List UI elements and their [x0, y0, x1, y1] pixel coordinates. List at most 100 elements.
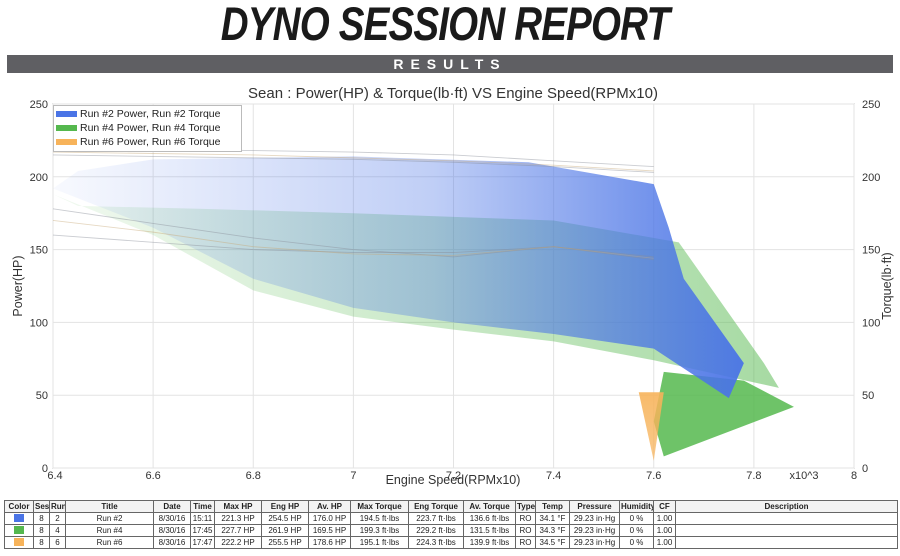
column-header: Av. Torque	[463, 500, 516, 513]
x-tick-label: 7.4	[546, 470, 561, 482]
color-swatch-cell	[4, 536, 34, 549]
x-tick-label: 7.6	[646, 470, 661, 482]
column-header: Av. HP	[308, 500, 351, 513]
table-cell: RO	[515, 536, 536, 549]
column-header: Description	[675, 500, 898, 513]
y-tick-label-right: 0	[862, 463, 868, 475]
table-cell: 139.9 ft·lbs	[463, 536, 516, 549]
x-tick-labels: 6.4 6.6 6.8 7 7.2 7.4 7.6 7.8 8	[47, 470, 857, 482]
y-tick-label-left: 0	[42, 463, 48, 475]
column-header: Pressure	[569, 500, 620, 513]
table-cell: 176.0 HP	[308, 512, 351, 525]
table-cell: 195.1 ft·lbs	[350, 536, 409, 549]
table-cell: 17:45	[190, 524, 215, 537]
table-row: 8 6 Run #6 8/30/16 17:47 222.2 HP 255.5 HP 178.…	[4, 536, 898, 549]
table-cell: 221.3 HP	[214, 512, 262, 525]
table-cell: 255.5 HP	[261, 536, 309, 549]
column-header: Max HP	[214, 500, 262, 513]
table-cell: 136.6 ft·lbs	[463, 512, 516, 525]
series-line-power-run2	[52, 208, 654, 261]
x-tick-label: 7	[350, 470, 356, 482]
table-cell	[675, 512, 898, 525]
y-axis-label-right: Torque(lb·ft)	[880, 252, 894, 319]
series-ribbon-run2	[53, 156, 744, 399]
table-cell: 0 %	[619, 524, 654, 537]
color-swatch-cell	[4, 512, 34, 525]
table-cell: 8/30/16	[153, 524, 191, 537]
column-header: CF	[653, 500, 676, 513]
column-header: Eng HP	[261, 500, 309, 513]
table-cell: 17:47	[190, 536, 215, 549]
table-cell: 227.7 HP	[214, 524, 262, 537]
report-title: DYNO SESSION REPORT	[220, 0, 670, 50]
table-cell: 0 %	[619, 536, 654, 549]
table-cell: 34.1 °F	[535, 512, 570, 525]
chart-series-shapes	[53, 156, 794, 461]
series-ribbon-run6-tail	[638, 392, 664, 461]
y-tick-label-right: 200	[862, 172, 880, 184]
series-line-torque-run2	[52, 154, 654, 173]
results-section-header: RESULTS	[7, 55, 893, 73]
y-tick-label-right: 100	[862, 317, 880, 329]
table-cell: 199.3 ft·lbs	[350, 524, 409, 537]
table-cell: 29.23 in·Hg	[569, 512, 620, 525]
y-tick-labels: 0 0 50 50 100 100 150 150 200 200 250 250	[30, 99, 881, 475]
y-tick-label-left: 100	[30, 317, 48, 329]
chart-legend: Run #2 Power, Run #2 Torque Run #4 Power…	[53, 105, 242, 152]
table-cell: 1.00	[653, 524, 676, 537]
y-tick-label-right: 50	[862, 390, 874, 402]
column-header: Temp	[535, 500, 570, 513]
table-cell: 1.00	[653, 512, 676, 525]
table-cell: 2	[49, 512, 66, 525]
table-cell: 6	[49, 536, 66, 549]
table-cell: 8	[33, 512, 50, 525]
table-cell: 8	[33, 536, 50, 549]
table-cell: 254.5 HP	[261, 512, 309, 525]
table-cell: 261.9 HP	[261, 524, 309, 537]
table-cell: 8/30/16	[153, 536, 191, 549]
table-cell: 224.3 ft·lbs	[408, 536, 464, 549]
series-line-torque-run6	[52, 151, 654, 172]
y-tick-label-left: 250	[30, 99, 48, 111]
series-line-power-run4	[52, 234, 654, 258]
table-cell: 0 %	[619, 512, 654, 525]
table-cell: 169.5 HP	[308, 524, 351, 537]
table-cell: 178.6 HP	[308, 536, 351, 549]
table-cell: 29.23 in·Hg	[569, 524, 620, 537]
chart-title: Sean : Power(HP) & Torque(lb·ft) VS Engi…	[248, 85, 658, 102]
table-cell: 8	[33, 524, 50, 537]
table-cell: 29.23 in·Hg	[569, 536, 620, 549]
legend-item: Run #4 Power, Run #4 Torque	[56, 122, 220, 135]
column-header: Time	[190, 500, 215, 513]
table-cell: 34.3 °F	[535, 524, 570, 537]
table-cell: Run #4	[65, 524, 154, 537]
x-axis-multiplier: x10^3	[789, 470, 818, 482]
table-cell: 8/30/16	[153, 512, 191, 525]
legend-item: Run #2 Power, Run #2 Torque	[56, 108, 220, 121]
column-header: Type	[515, 500, 536, 513]
column-header: Max Torque	[350, 500, 409, 513]
table-cell: 131.5 ft·lbs	[463, 524, 516, 537]
y-tick-label-left: 150	[30, 245, 48, 257]
dyno-chart: Sean : Power(HP) & Torque(lb·ft) VS Engi…	[11, 85, 894, 487]
table-cell: 4	[49, 524, 66, 537]
x-tick-label: 6.6	[145, 470, 160, 482]
table-cell: 34.5 °F	[535, 536, 570, 549]
x-tick-label: 6.4	[47, 470, 62, 482]
legend-label: Run #2 Power, Run #2 Torque	[80, 108, 221, 120]
table-header-row: Color Ses Run Title Date Time Max HP Eng HP Av. …	[4, 500, 898, 513]
color-swatch	[14, 514, 24, 523]
x-tick-label: 7.2	[446, 470, 461, 482]
column-header: Title	[65, 500, 154, 513]
table-cell	[675, 524, 898, 537]
color-swatch-cell	[4, 524, 34, 537]
table-cell: RO	[515, 512, 536, 525]
column-header: Ses	[33, 500, 50, 513]
table-cell	[675, 536, 898, 549]
legend-label: Run #4 Power, Run #4 Torque	[80, 122, 221, 134]
legend-swatch	[56, 125, 77, 132]
column-header: Date	[153, 500, 191, 513]
y-axis-label-left: Power(HP)	[11, 255, 25, 316]
x-axis-label: Engine Speed(RPMx10)	[386, 473, 521, 487]
column-header: Eng Torque	[408, 500, 464, 513]
